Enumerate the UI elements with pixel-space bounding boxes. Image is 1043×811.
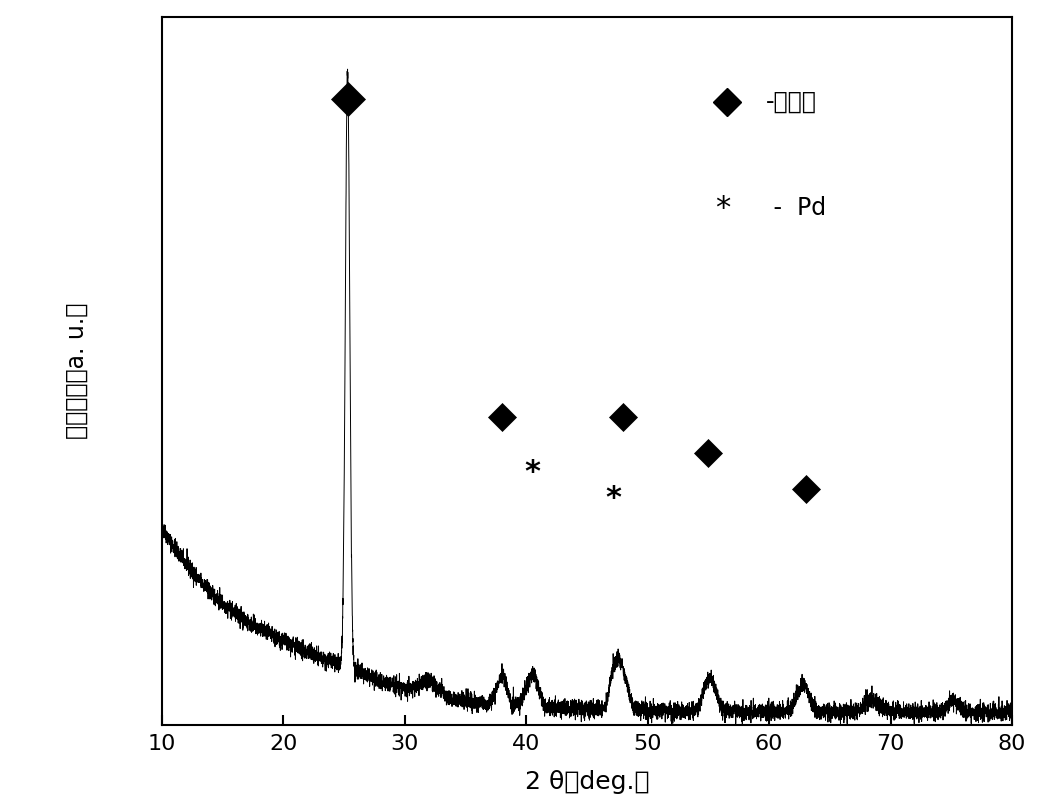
Text: -  Pd: - Pd: [766, 196, 826, 220]
Text: *: *: [525, 458, 540, 487]
X-axis label: 2 θ（deg.）: 2 θ（deg.）: [525, 770, 649, 794]
Text: *: *: [606, 484, 622, 513]
Text: -锐鲛矿: -锐鲛矿: [766, 90, 817, 114]
Text: 衍射强度（a. u.）: 衍射强度（a. u.）: [65, 303, 89, 440]
Text: *: *: [715, 194, 730, 222]
